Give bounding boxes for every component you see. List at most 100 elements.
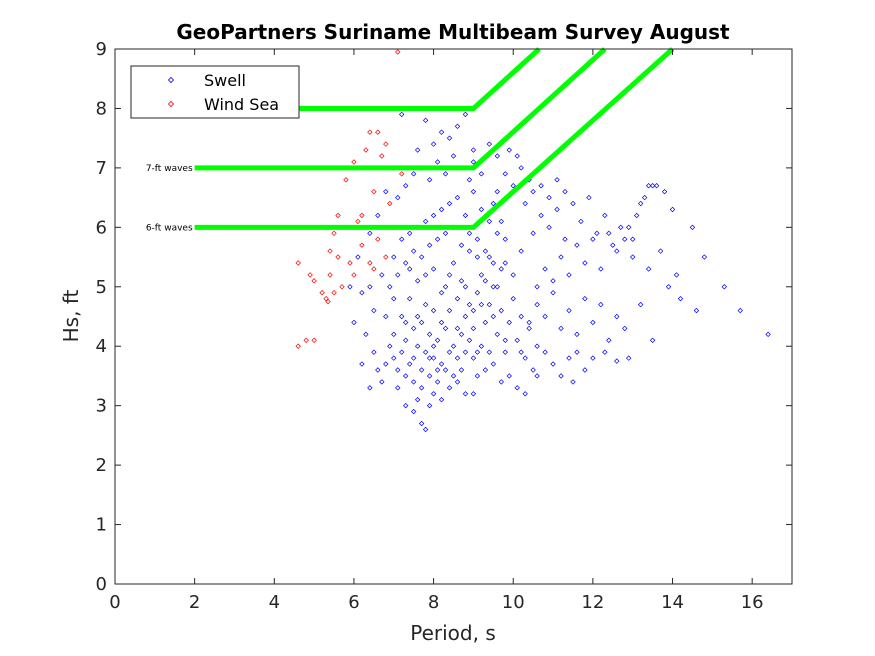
swell-point — [442, 284, 449, 290]
threshold-line-2 — [194, 47, 607, 171]
swell-point — [399, 111, 405, 118]
swell-point — [765, 331, 771, 338]
swell-point — [478, 343, 485, 349]
swell-point — [383, 313, 389, 320]
y-tick-label: 1 — [96, 515, 107, 536]
swell-point — [641, 194, 648, 201]
swell-point — [626, 355, 632, 361]
swell-point — [430, 266, 437, 272]
swell-point — [371, 307, 377, 314]
swell-point — [518, 248, 524, 254]
swell-point — [510, 295, 516, 302]
swell-point — [486, 254, 493, 260]
swell-point — [606, 337, 612, 343]
swell-point — [446, 385, 453, 391]
y-tick-label: 3 — [96, 396, 107, 417]
swell-point — [494, 331, 501, 338]
legend-label-1: Swell — [204, 71, 246, 90]
wind-sea-point — [355, 218, 361, 225]
wind-sea-point — [325, 298, 331, 305]
swell-point — [486, 218, 493, 225]
legend: Swell Wind Sea — [130, 65, 300, 119]
y-tick-label: 9 — [96, 39, 107, 60]
swell-point — [502, 349, 508, 355]
swell-point — [410, 248, 417, 254]
wind-sea-point — [367, 260, 373, 266]
swell-point — [438, 206, 445, 213]
swell-point — [590, 236, 596, 242]
swell-point — [410, 325, 417, 332]
x-axis-title: Period, s — [410, 621, 496, 645]
swell-point — [418, 385, 425, 391]
swell-point — [403, 402, 409, 409]
wind-sea-point — [399, 171, 405, 177]
swell-point — [661, 188, 668, 195]
swell-point — [375, 367, 381, 373]
swell-point — [502, 236, 508, 242]
swell-point — [434, 337, 441, 343]
swell-point — [403, 183, 409, 189]
wind-sea-point — [371, 266, 377, 272]
swell-point — [466, 301, 473, 308]
swell-point — [426, 177, 433, 183]
swell-point — [466, 177, 473, 183]
swell-point — [657, 248, 664, 254]
swell-point — [693, 307, 700, 314]
swell-point — [645, 183, 652, 189]
swell-point — [546, 194, 552, 201]
swell-point — [395, 385, 401, 391]
wind-sea-point — [371, 188, 377, 195]
swell-point — [454, 295, 461, 302]
swell-point — [391, 331, 397, 338]
wind-sea-point — [383, 141, 389, 147]
swell-point — [582, 260, 588, 266]
swell-point — [430, 391, 437, 397]
swell-point — [530, 230, 536, 236]
swell-point — [494, 284, 501, 290]
swell-point — [673, 272, 680, 278]
swell-point — [403, 260, 409, 266]
swell-point — [450, 153, 457, 159]
swell-point — [506, 373, 512, 379]
swell-point — [534, 373, 540, 379]
swell-point — [403, 373, 409, 379]
swell-point — [414, 343, 421, 349]
swell-point — [403, 319, 409, 326]
swell-point — [446, 135, 453, 141]
swell-point — [478, 301, 485, 308]
swell-point — [430, 307, 437, 314]
y-tick-label: 8 — [96, 98, 107, 119]
wind-sea-point — [303, 337, 309, 343]
swell-point — [367, 385, 373, 391]
wind-sea-point — [379, 153, 385, 159]
swell-point — [462, 212, 469, 219]
swell-point — [418, 319, 425, 326]
swell-point — [347, 284, 353, 290]
swell-point — [474, 290, 481, 296]
threshold-label-3: 6-ft waves — [146, 223, 193, 233]
swell-point — [514, 153, 520, 159]
y-tick-label: 2 — [96, 455, 107, 476]
wind-sea-point — [363, 147, 369, 153]
swell-point — [359, 290, 365, 296]
swell-point — [442, 325, 449, 332]
swell-point — [482, 319, 489, 326]
swell-point — [598, 301, 604, 308]
swell-point — [558, 254, 564, 260]
x-tick-label: 2 — [189, 592, 200, 613]
swell-point — [367, 284, 373, 290]
x-tick-label: 8 — [428, 592, 439, 613]
swell-point — [458, 242, 465, 248]
swell-point — [438, 129, 445, 135]
swell-point — [418, 367, 425, 373]
x-tick-label: 16 — [741, 592, 764, 613]
swell-point — [518, 313, 524, 320]
swell-point — [478, 206, 485, 213]
data-series-layer — [295, 49, 771, 433]
swell-point — [518, 165, 524, 171]
swell-point — [426, 355, 433, 361]
wind-sea-point — [351, 159, 357, 165]
y-tick-label: 5 — [96, 277, 107, 298]
swell-point — [422, 301, 429, 308]
swell-point — [450, 260, 457, 266]
